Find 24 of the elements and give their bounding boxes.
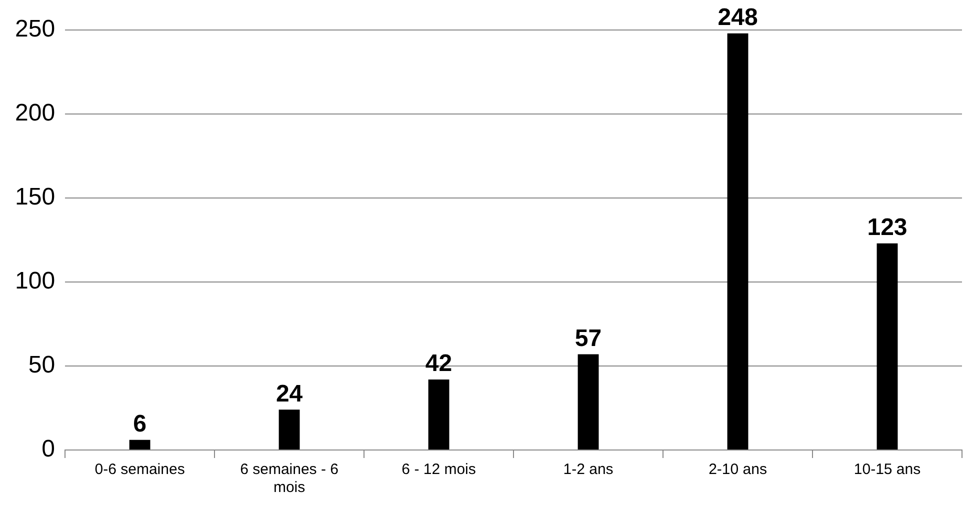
x-tick-label: 2-10 ans — [708, 461, 767, 478]
x-tick-label: 1-2 ans — [563, 461, 614, 478]
bar — [428, 379, 450, 450]
bar — [876, 243, 898, 450]
y-tick-label: 50 — [28, 352, 56, 379]
bar — [129, 440, 150, 450]
y-tick-label: 250 — [14, 16, 56, 43]
data-label: 42 — [425, 350, 452, 378]
x-tick-label: 0-6 semaines — [94, 461, 185, 478]
bar — [727, 33, 748, 450]
data-label: 6 — [133, 410, 146, 438]
y-tick-label: 0 — [42, 436, 56, 463]
data-label: 24 — [276, 380, 304, 408]
x-tick-label: 6 semaines - 6 mois — [240, 461, 338, 496]
x-tick-label: 6 - 12 mois — [402, 461, 476, 478]
data-label: 248 — [718, 4, 758, 31]
y-tick-label: 150 — [14, 184, 56, 211]
x-tick-label: 10-15 ans — [854, 461, 921, 478]
bar — [578, 354, 599, 450]
data-label: 123 — [867, 214, 908, 241]
data-label: 57 — [574, 324, 602, 352]
y-tick-label: 200 — [14, 100, 56, 127]
bar — [278, 410, 300, 450]
y-tick-label: 100 — [14, 268, 56, 295]
